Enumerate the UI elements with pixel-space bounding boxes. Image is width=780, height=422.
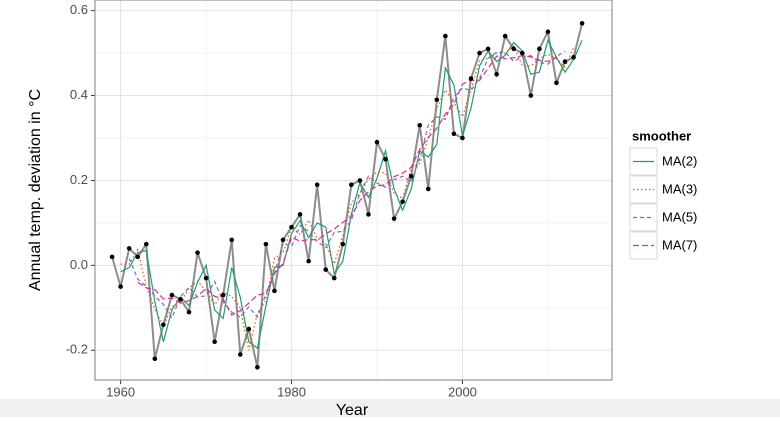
data-point: [178, 297, 183, 302]
data-point: [519, 50, 525, 56]
legend-label: MA(2): [662, 153, 697, 168]
data-point: [195, 250, 200, 255]
legend-label: MA(5): [662, 209, 697, 224]
data-point: [451, 131, 457, 137]
data-point: [511, 46, 517, 52]
y-axis-title: Annual temp. deviation in °C: [27, 89, 44, 291]
smoother-line: [120, 38, 583, 350]
legend-title: smoother: [632, 128, 691, 143]
data-point: [169, 292, 175, 298]
y-tick-label: -0.2: [66, 342, 88, 357]
x-axis-title: Year: [336, 402, 369, 417]
smoother-line: [137, 55, 557, 316]
y-tick-label: 0.4: [70, 87, 88, 102]
smoother-line: [128, 50, 566, 320]
data-point: [477, 50, 482, 56]
data-point: [152, 356, 158, 362]
data-point: [545, 29, 551, 35]
data-point: [118, 284, 123, 289]
data-point: [460, 135, 465, 141]
data-point: [468, 76, 474, 81]
smoother-line: [120, 44, 575, 351]
data-point: [443, 33, 448, 39]
x-tick-label: 1960: [106, 384, 135, 399]
data-point: [434, 97, 440, 103]
data-point: [220, 292, 226, 298]
bottom-strip: [0, 399, 780, 417]
y-tick-label: 0.6: [70, 2, 88, 17]
data-point: [340, 241, 346, 247]
data-point: [246, 326, 252, 332]
x-tick-label: 2000: [448, 384, 477, 399]
data-point: [383, 156, 388, 162]
data-point: [109, 254, 115, 260]
data-point: [263, 241, 269, 247]
data-point: [494, 72, 499, 77]
data-point: [255, 364, 260, 370]
data-point: [502, 33, 508, 39]
y-tick-label: 0.0: [70, 257, 88, 272]
data-point: [579, 21, 585, 26]
data-point: [528, 93, 534, 98]
data-point: [366, 212, 371, 217]
data-point: [289, 224, 294, 230]
data-point: [306, 258, 311, 264]
y-tick-label: 0.2: [70, 172, 88, 187]
data-point: [400, 199, 405, 204]
data-point: [554, 80, 559, 86]
data-point: [331, 275, 337, 281]
legend-label: MA(3): [662, 181, 697, 196]
data-point: [571, 55, 576, 60]
legend-label: MA(7): [662, 237, 697, 252]
plot-border: [94, 0, 613, 381]
data-point: [417, 122, 423, 128]
data-point: [161, 322, 166, 328]
data-point: [391, 216, 397, 221]
data-point: [408, 173, 414, 179]
data-point: [272, 288, 277, 294]
x-tick-label: 1980: [277, 384, 306, 399]
data-point: [186, 309, 192, 315]
data-point: [323, 267, 329, 272]
data-point: [237, 352, 243, 357]
data-point: [349, 182, 354, 187]
data-point: [135, 254, 141, 260]
data-point: [562, 59, 568, 64]
data-point: [126, 246, 132, 251]
data-point: [485, 46, 491, 52]
data-point: [212, 339, 217, 345]
data-point: [537, 46, 542, 52]
data-point: [229, 237, 235, 243]
data-point: [314, 182, 320, 187]
data-point: [357, 178, 363, 183]
data-point: [280, 237, 286, 243]
data-point: [203, 275, 209, 281]
data-point: [143, 241, 149, 247]
data-point: [374, 139, 380, 145]
data-point: [425, 186, 431, 192]
data-point: [297, 212, 303, 217]
